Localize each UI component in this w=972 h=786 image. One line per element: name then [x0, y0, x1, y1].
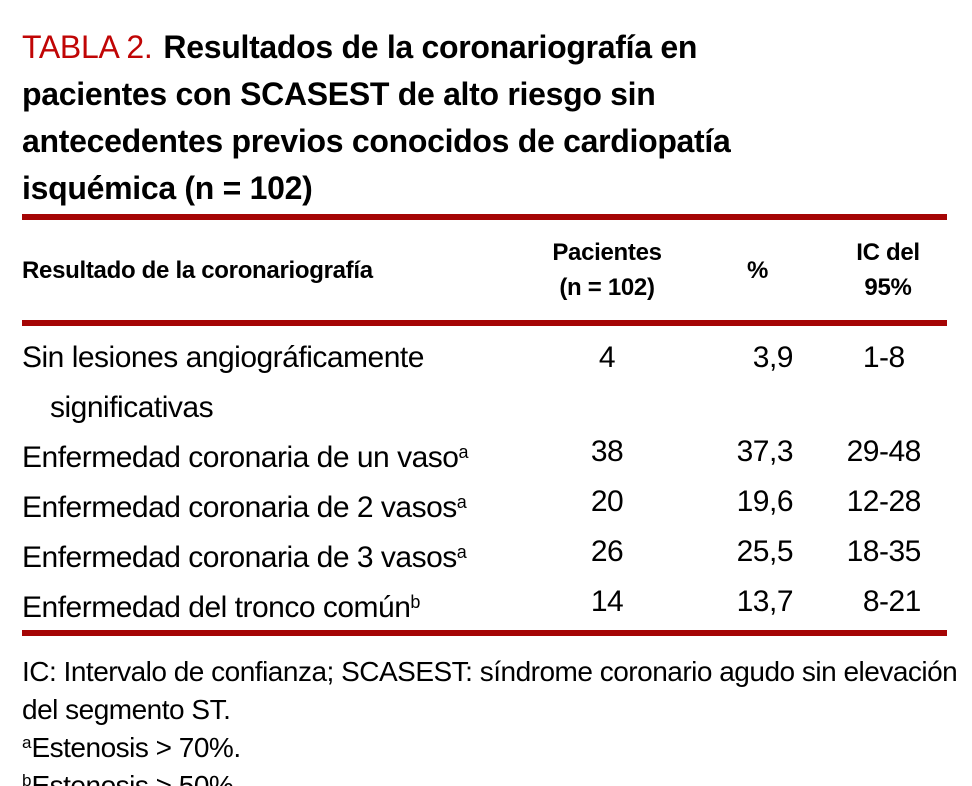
footnote-superscript: b [22, 771, 32, 786]
superscript-marker: a [458, 442, 469, 462]
ci-separator: - [879, 341, 889, 374]
column-header-percent: % [746, 256, 769, 284]
footnote-line: del segmento ST. [22, 694, 231, 725]
ci-separator: - [879, 535, 889, 568]
table-row: Sin lesiones angiográficamente significa… [22, 336, 947, 430]
patients-value: 38 [590, 435, 624, 468]
row-label: Enfermedad coronaria de 3 vasosa [22, 541, 467, 574]
superscript-marker: b [410, 592, 421, 612]
table-title-line-3: antecedentes previos conocidos de cardio… [22, 123, 731, 159]
divider-rule-top [22, 214, 947, 220]
ci-value: 12-28 [793, 480, 947, 530]
table-row: Enfermedad coronaria de un vasoa 38 37,3… [22, 430, 947, 480]
ci-value: 18-35 [793, 530, 947, 580]
patients-value: 14 [590, 585, 624, 618]
column-header-ci-line2: 95% [864, 274, 912, 301]
column-header-ci-line1: IC del [856, 239, 920, 266]
ci-value: 8-21 [793, 580, 947, 630]
table-body: Sin lesiones angiográficamente significa… [22, 326, 947, 630]
patients-value: 20 [590, 485, 624, 518]
ci-value: 29-48 [793, 430, 947, 480]
table-header-row: Resultado de la coronariografía Paciente… [22, 220, 947, 320]
ci-separator: - [879, 485, 889, 518]
ci-separator: - [879, 435, 889, 468]
percent-value: 3,9 [752, 341, 794, 374]
patients-value: 26 [590, 535, 624, 568]
table-row: Enfermedad coronaria de 2 vasosa 20 19,6… [22, 480, 947, 530]
percent-value: 13,7 [736, 585, 794, 618]
divider-rule-bottom [22, 630, 947, 636]
footnotes: IC: Intervalo de confianza; SCASEST: sín… [22, 650, 958, 786]
table-title: TABLA 2. Resultados de la coronariografía… [22, 24, 947, 212]
column-header-result: Resultado de la coronariografía [22, 256, 373, 284]
patients-value: 4 [598, 341, 616, 374]
percent-value: 37,3 [736, 435, 794, 468]
column-header-ci: IC del 95% [793, 235, 947, 305]
ci-value: 1-8 [793, 336, 947, 430]
table-row: Enfermedad del tronco comúnb 14 13,7 8-2… [22, 580, 947, 630]
column-header-patients-line1: Pacientes [552, 239, 662, 266]
table-number: TABLA 2. [22, 29, 153, 65]
table-title-line-1: TABLA 2. Resultados de la coronariografía… [22, 24, 947, 71]
row-label: Enfermedad del tronco comúnb [22, 591, 421, 624]
table-row: Enfermedad coronaria de 3 vasosa 26 25,5… [22, 530, 947, 580]
percent-value: 25,5 [736, 535, 794, 568]
footnote-line: IC: Intervalo de confianza; SCASEST: sín… [22, 656, 958, 687]
row-label: Sin lesiones angiográficamente significa… [22, 341, 424, 424]
superscript-marker: a [456, 492, 467, 512]
table-title-text: Resultados de la coronariografía en [163, 29, 698, 65]
column-header-patients: Pacientes (n = 102) [492, 235, 722, 305]
table-title-line-2: pacientes con SCASEST de alto riesgo sin [22, 76, 656, 112]
footnote-superscript: a [22, 733, 32, 752]
row-label: Enfermedad coronaria de 2 vasosa [22, 491, 467, 524]
superscript-marker: a [456, 542, 467, 562]
row-label: Enfermedad coronaria de un vasoa [22, 441, 469, 474]
footnote-line: aEstenosis > 70%. [22, 732, 241, 763]
column-header-patients-line2: (n = 102) [559, 274, 655, 301]
divider-rule-header-bottom [22, 320, 947, 326]
percent-value: 19,6 [736, 485, 794, 518]
table-title-line-4: isquémica (n = 102) [22, 170, 313, 206]
footnote-line: bEstenosis > 50%. [22, 764, 947, 786]
ci-separator: - [879, 585, 889, 618]
